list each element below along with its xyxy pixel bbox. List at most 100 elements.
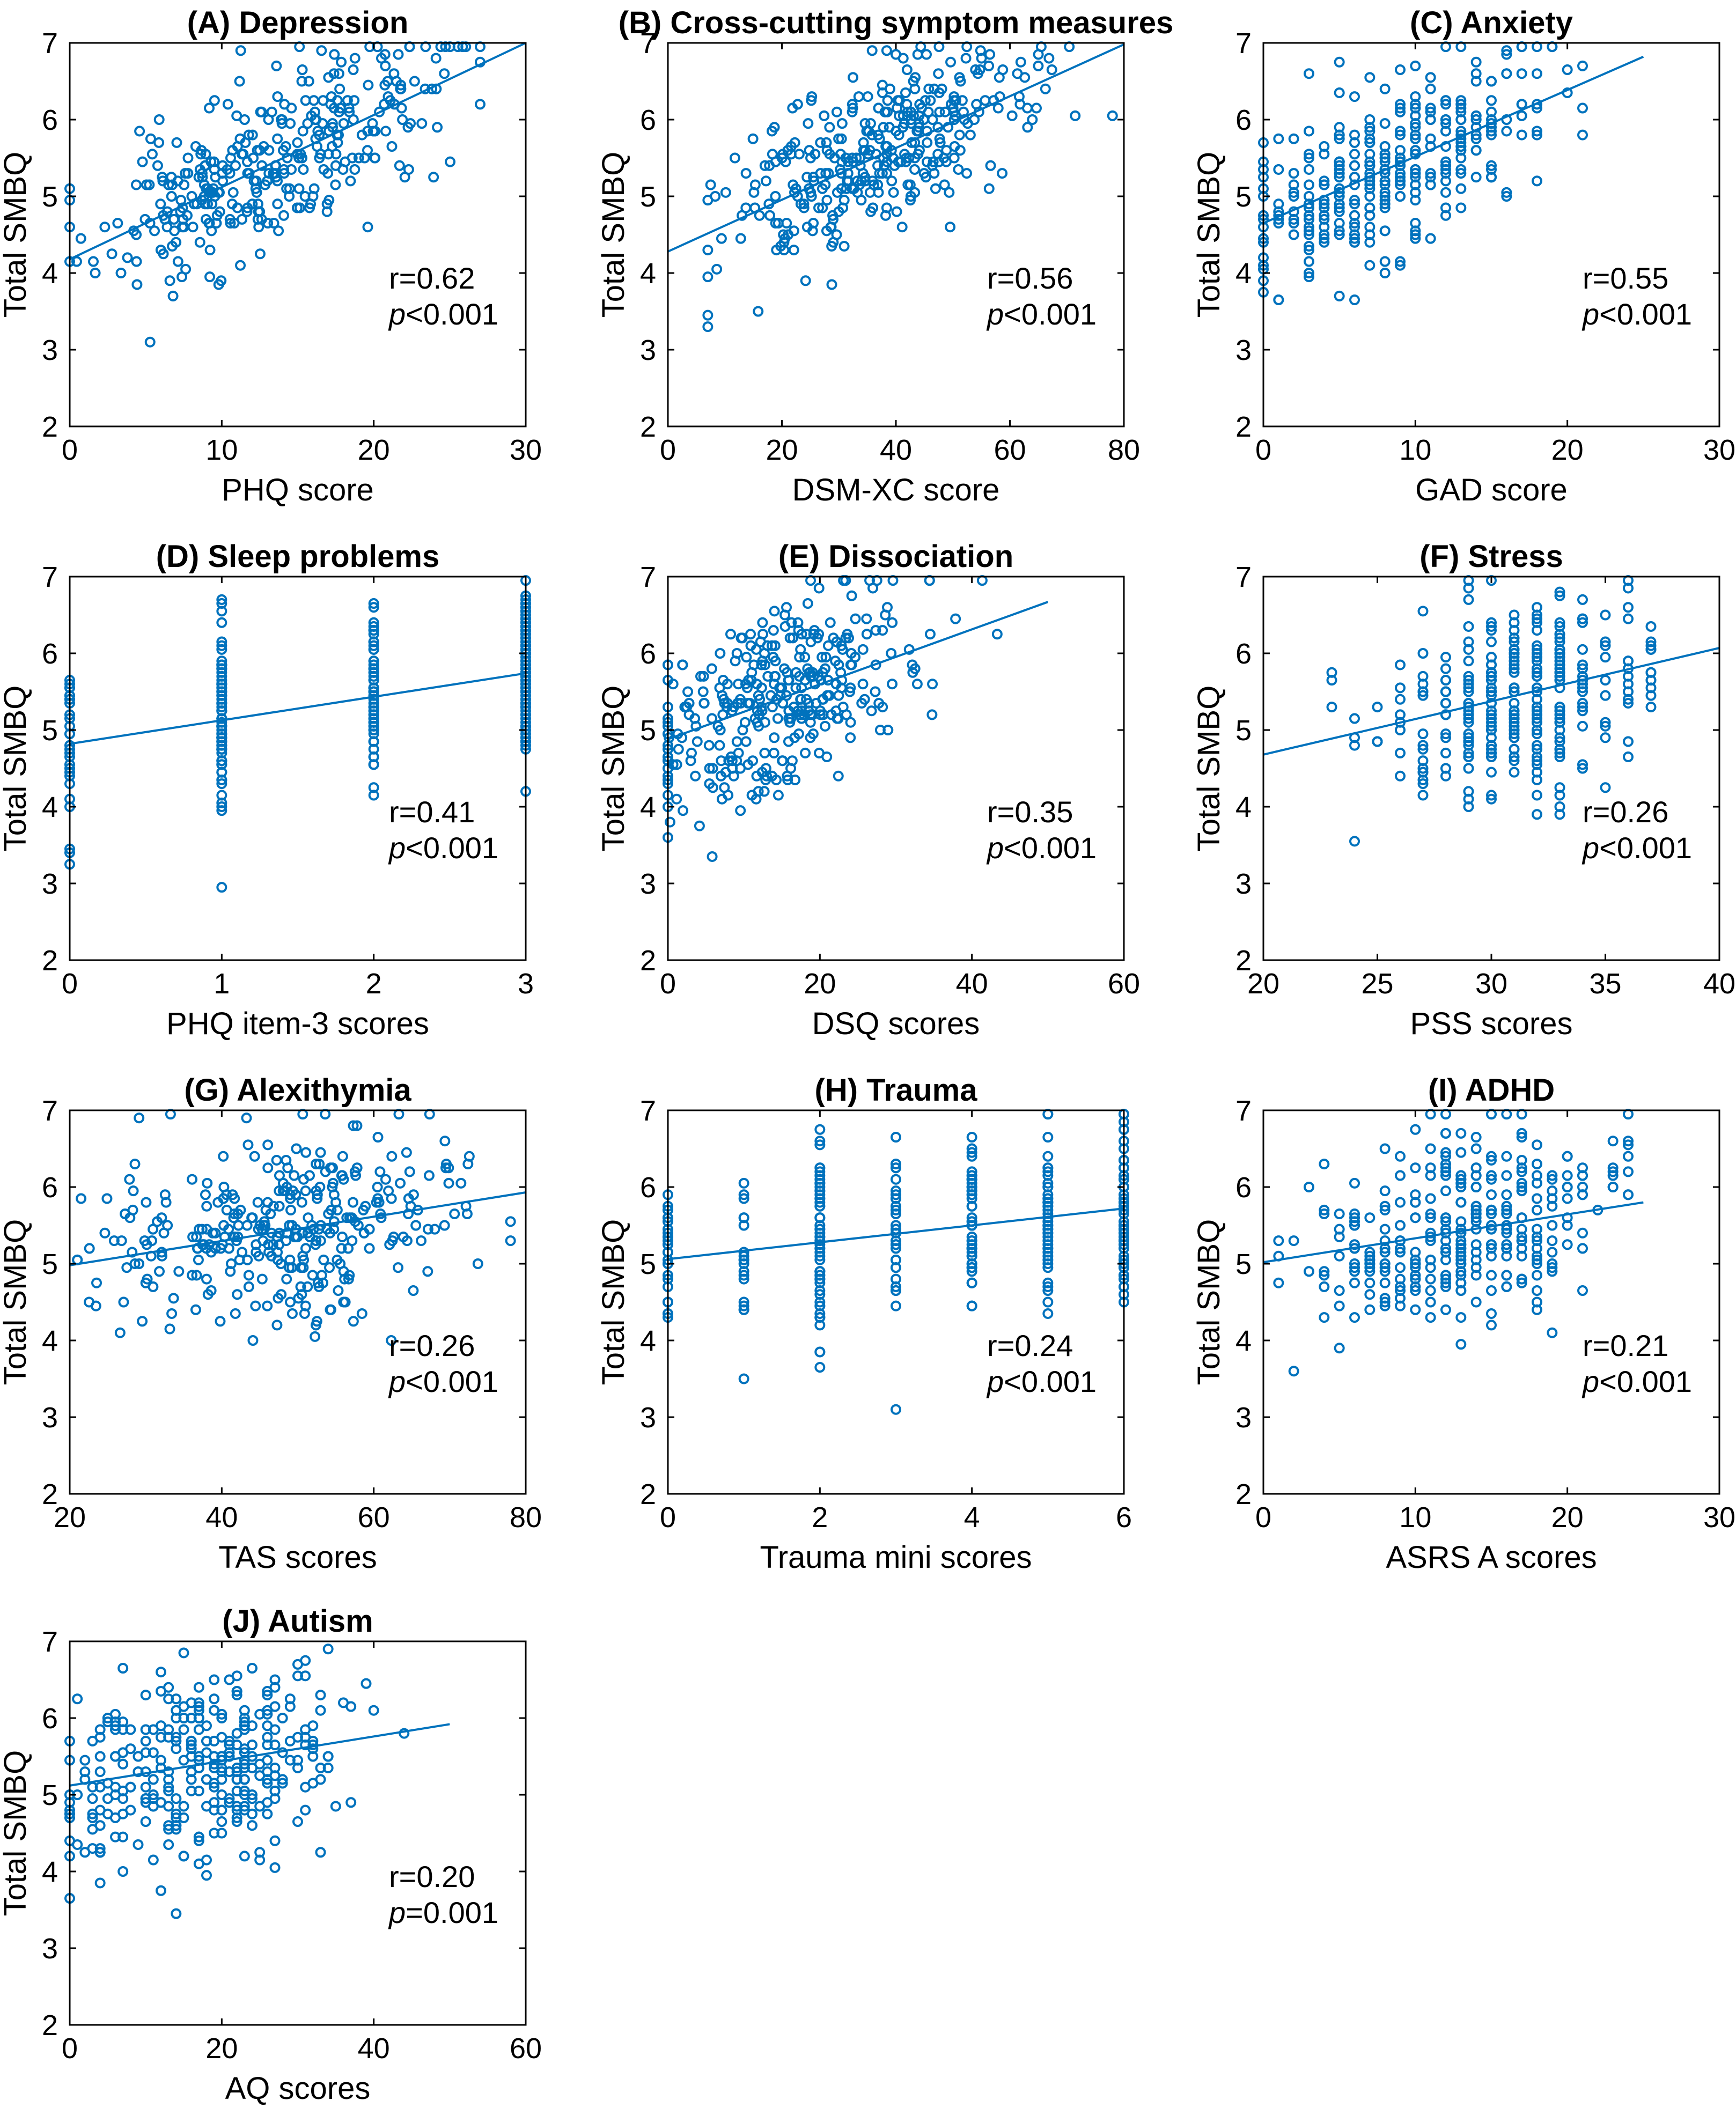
panel-e-point xyxy=(782,774,793,785)
panel-c-point xyxy=(1532,68,1542,79)
panel-j-point xyxy=(140,1690,151,1701)
panel-g-point xyxy=(243,1281,254,1292)
panel-e-point xyxy=(751,770,762,782)
panel-i-point xyxy=(1577,1189,1588,1200)
panel-g-point xyxy=(256,1273,268,1285)
panel-b-point xyxy=(971,99,982,110)
panel-i-ytick-label: 4 xyxy=(1235,1325,1252,1357)
panel-j-point xyxy=(171,1908,182,1919)
panel-i-point xyxy=(1547,1262,1558,1273)
panel-c-point xyxy=(1532,41,1542,53)
panel-c-stat-r: r=0.55 xyxy=(1583,261,1668,295)
panel-a-point xyxy=(345,175,356,187)
panel-j-ylabel: Total SMBQ xyxy=(0,1750,33,1916)
panel-e-point xyxy=(793,625,804,636)
panel-a-point xyxy=(204,245,216,256)
panel-g-point xyxy=(338,1174,349,1185)
panel-g-point xyxy=(202,1177,213,1189)
panel-a-point xyxy=(235,45,246,56)
panel-h-point xyxy=(738,1254,749,1265)
panel-i-point xyxy=(1532,1170,1542,1181)
panel-j-point xyxy=(269,1762,281,1773)
panel-f-point xyxy=(1463,621,1474,632)
panel-d-point xyxy=(216,759,227,770)
panel-d-point xyxy=(368,682,379,694)
panel-j-point xyxy=(239,1724,250,1735)
panel-j-point xyxy=(79,1755,91,1766)
panel-b-point xyxy=(983,183,995,194)
panel-f-point xyxy=(1463,644,1474,655)
panel-g-point xyxy=(325,1304,336,1315)
panel-a-point xyxy=(338,118,349,129)
panel-b-point xyxy=(838,240,850,252)
panel-e-point xyxy=(816,652,828,663)
panel-b-point xyxy=(930,183,941,194)
panel-j-xtick-label: 0 xyxy=(62,2032,78,2065)
panel-e-point xyxy=(718,694,730,705)
panel-f-point xyxy=(1486,617,1497,628)
panel-e-point xyxy=(807,728,819,740)
panel-a-point xyxy=(396,102,407,114)
panel-g-point xyxy=(374,1166,386,1177)
panel-i-xlabel: ASRS A scores xyxy=(1386,1540,1597,1575)
panel-i-fit-line xyxy=(1263,1201,1644,1264)
panel-c-point xyxy=(1304,149,1314,160)
panel-f-point xyxy=(1349,836,1360,847)
panel-b-ytick-label: 2 xyxy=(640,411,656,443)
panel-j-point xyxy=(156,1731,166,1743)
panel-b-point xyxy=(961,41,973,53)
panel-i-point xyxy=(1364,1289,1375,1300)
panel-c-point xyxy=(1410,91,1421,102)
panel-c-point xyxy=(1470,110,1482,121)
panel-c-point xyxy=(1364,156,1375,167)
panel-g-point xyxy=(332,1254,343,1265)
panel-f-point xyxy=(1645,636,1657,647)
panel-j-point xyxy=(300,1731,311,1743)
panel-b-point xyxy=(819,110,830,121)
panel-g-point xyxy=(263,1247,275,1258)
panel-f-point xyxy=(1532,663,1542,674)
panel-b-xlabel: DSM-XC score xyxy=(792,473,1000,507)
panel-c-point xyxy=(1334,290,1345,301)
panel-a-point xyxy=(157,175,168,187)
panel-j-point xyxy=(140,1735,151,1746)
panel-e-point xyxy=(845,648,857,659)
panel-g-point xyxy=(372,1182,383,1192)
panel-g-point xyxy=(282,1162,293,1174)
panel-i-point xyxy=(1425,1285,1436,1296)
panel-d-point xyxy=(216,778,227,790)
panel-e-point xyxy=(817,667,828,678)
panel-g-point xyxy=(358,1227,370,1239)
panel-e-point xyxy=(769,670,781,682)
panel-g-point xyxy=(429,1224,440,1235)
panel-c-point xyxy=(1425,72,1436,83)
panel-i-point xyxy=(1501,1250,1512,1262)
panel-g-point xyxy=(281,1273,292,1285)
panel-g-point xyxy=(293,1293,304,1304)
panel-b-point xyxy=(859,172,871,183)
panel-b-point xyxy=(962,118,973,129)
panel-h-point xyxy=(814,1270,826,1281)
panel-e-point xyxy=(911,679,923,690)
panel-g-point xyxy=(141,1197,152,1208)
panel-j-point xyxy=(239,1801,250,1812)
panel-g-point xyxy=(351,1120,363,1131)
panel-h-point xyxy=(738,1189,749,1200)
panel-e-point xyxy=(820,652,832,663)
panel-b-stat-p: p<0.001 xyxy=(986,297,1097,331)
panel-i-point xyxy=(1532,1204,1542,1215)
panel-h-point xyxy=(814,1285,826,1296)
panel-j-point xyxy=(216,1708,227,1720)
panel-f-point xyxy=(1463,740,1474,751)
panel-e-point xyxy=(784,632,796,644)
panel-h-point xyxy=(738,1177,749,1189)
panel-j-point xyxy=(72,1839,83,1850)
panel-e-point xyxy=(698,697,710,709)
panel-i-point xyxy=(1455,1170,1467,1181)
panel-a-point xyxy=(367,118,378,129)
panel-g-point xyxy=(129,1159,141,1170)
panel-j-point xyxy=(171,1812,182,1823)
